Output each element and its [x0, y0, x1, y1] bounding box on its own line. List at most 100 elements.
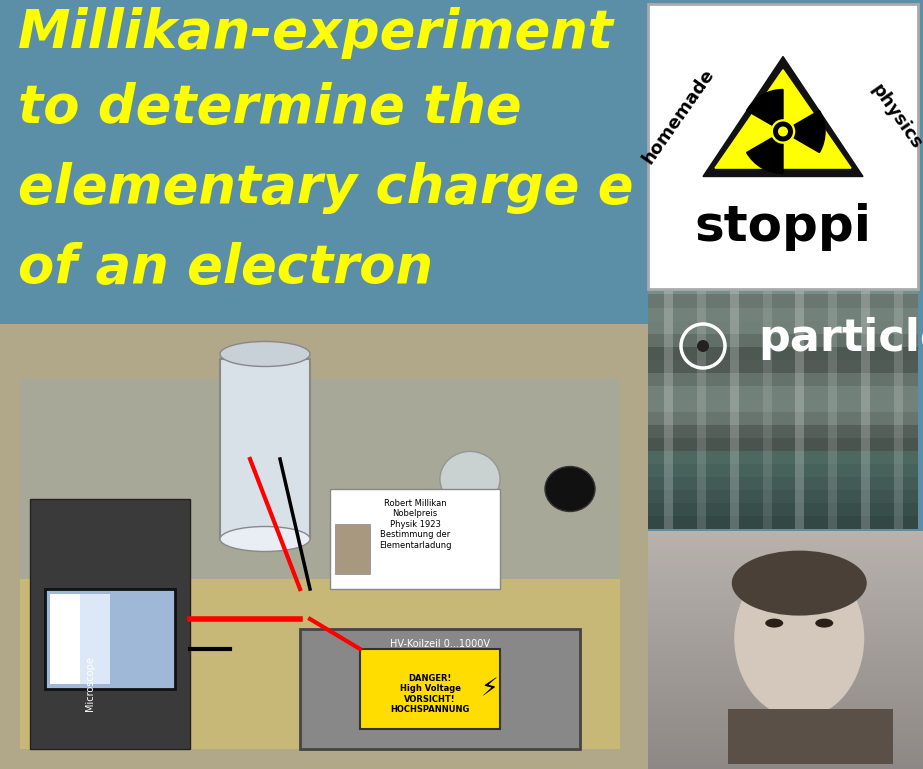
Bar: [648, 713, 923, 714]
Bar: [648, 586, 923, 587]
Bar: [648, 646, 923, 647]
Bar: [648, 539, 923, 540]
Bar: [648, 739, 923, 740]
Text: particle: particle: [758, 317, 923, 359]
Text: ⚡: ⚡: [481, 677, 498, 701]
Bar: [648, 663, 923, 664]
Text: Microscope: Microscope: [85, 656, 95, 711]
Bar: [648, 731, 923, 732]
Bar: [648, 542, 923, 543]
Bar: [648, 656, 923, 657]
Bar: [648, 624, 923, 625]
Bar: [648, 637, 923, 638]
Bar: [648, 552, 923, 553]
Bar: [648, 726, 923, 727]
Bar: [648, 546, 923, 547]
Bar: [648, 569, 923, 570]
Bar: [648, 625, 923, 626]
Bar: [648, 647, 923, 648]
Bar: [648, 722, 923, 723]
Bar: [648, 639, 923, 640]
Bar: [648, 618, 923, 619]
Bar: [648, 614, 923, 615]
Bar: [648, 320, 918, 334]
Bar: [648, 732, 923, 733]
Bar: [648, 588, 923, 589]
Bar: [648, 749, 923, 750]
Bar: [648, 610, 923, 611]
Bar: [648, 718, 923, 719]
Bar: [648, 556, 923, 557]
Bar: [648, 532, 923, 533]
Bar: [648, 617, 923, 618]
Bar: [648, 655, 923, 656]
Bar: [648, 678, 923, 679]
Bar: [648, 684, 923, 685]
Bar: [648, 608, 923, 609]
Bar: [648, 710, 923, 711]
Text: HV-Koilzeil 0...1000V: HV-Koilzeil 0...1000V: [390, 639, 490, 649]
Bar: [648, 737, 923, 738]
Bar: [648, 664, 923, 665]
Bar: [648, 767, 923, 768]
Bar: [648, 635, 923, 636]
Bar: [648, 644, 923, 645]
Bar: [648, 709, 923, 710]
Bar: [648, 577, 923, 578]
Bar: [648, 692, 923, 693]
Bar: [648, 622, 923, 623]
Bar: [648, 745, 923, 746]
Bar: [648, 675, 923, 676]
Bar: [648, 587, 923, 588]
Bar: [648, 584, 923, 585]
Bar: [648, 711, 923, 712]
Bar: [648, 707, 923, 708]
Bar: [648, 758, 923, 759]
Text: Robert Millikan
Nobelpreis
Physik 1923
Bestimmung der
Elementarladung: Robert Millikan Nobelpreis Physik 1923 B…: [378, 499, 451, 550]
Bar: [648, 538, 923, 539]
Bar: [648, 537, 923, 538]
Bar: [648, 599, 923, 600]
Bar: [648, 690, 923, 691]
Ellipse shape: [765, 618, 784, 628]
Ellipse shape: [220, 341, 310, 367]
Bar: [648, 398, 918, 412]
Bar: [648, 650, 923, 651]
Bar: [648, 333, 918, 347]
Bar: [648, 346, 918, 360]
Bar: [648, 633, 923, 634]
Bar: [648, 602, 923, 603]
Bar: [648, 613, 923, 614]
Bar: [648, 761, 923, 762]
Bar: [648, 593, 923, 594]
Bar: [648, 759, 923, 760]
Bar: [648, 567, 923, 568]
Ellipse shape: [220, 527, 310, 551]
Bar: [648, 568, 923, 569]
Bar: [648, 606, 923, 607]
Bar: [648, 554, 923, 555]
Bar: [648, 4, 918, 289]
Bar: [648, 598, 923, 599]
Text: elementary charge e: elementary charge e: [18, 162, 633, 214]
Bar: [648, 676, 923, 677]
Bar: [648, 762, 923, 763]
Bar: [648, 573, 923, 574]
Bar: [648, 594, 923, 595]
Bar: [648, 544, 923, 545]
Bar: [648, 696, 923, 697]
Ellipse shape: [545, 467, 595, 511]
Bar: [648, 611, 923, 612]
Bar: [648, 685, 923, 686]
Bar: [648, 629, 923, 630]
Bar: [648, 642, 923, 643]
Bar: [648, 574, 923, 575]
Bar: [648, 541, 923, 542]
Bar: [0, 324, 648, 769]
Bar: [648, 754, 923, 755]
Bar: [648, 385, 918, 399]
Bar: [648, 679, 923, 680]
Bar: [648, 515, 918, 529]
Bar: [648, 751, 923, 752]
Bar: [648, 564, 923, 565]
